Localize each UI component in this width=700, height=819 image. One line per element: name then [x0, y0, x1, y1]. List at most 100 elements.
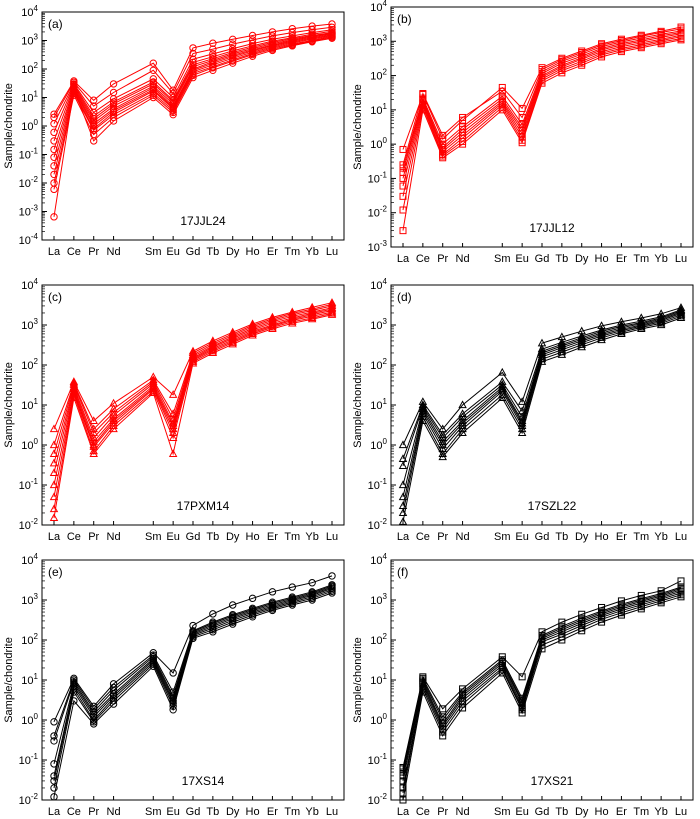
data-point [228, 327, 237, 336]
x-tick-label: Er [267, 246, 278, 258]
data-point [327, 298, 337, 306]
data-point [308, 22, 316, 30]
data-point [578, 610, 586, 618]
y-axis-label: Sample/chondrite [352, 362, 364, 448]
y-tick-label: 10-2 [19, 517, 39, 532]
data-point [617, 37, 625, 45]
data-point [439, 135, 447, 143]
series-line [402, 596, 682, 801]
panel-d: 10-2 10-1 100 101 102 103 104 La Ce Pr Nd Sm Eu Gd Tb D… [352, 277, 694, 543]
x-tick-label: Ce [416, 531, 430, 543]
data-point [89, 424, 98, 433]
y-tick-label: 10-4 [19, 232, 39, 247]
data-point [90, 130, 98, 139]
data-point [657, 29, 665, 37]
data-point [498, 367, 507, 376]
x-tick-label: La [48, 806, 61, 818]
data-point [288, 28, 296, 37]
x-tick-label: Eu [515, 806, 528, 818]
data-point [617, 317, 626, 325]
data-point [399, 161, 407, 169]
data-point [398, 440, 408, 449]
x-tick-label: Pr [88, 806, 99, 818]
data-point [89, 416, 98, 425]
data-point [229, 40, 237, 48]
data-point [49, 440, 59, 449]
x-tick-label: Sm [494, 806, 511, 818]
x-tick-label: Pr [88, 531, 99, 543]
data-point [307, 302, 317, 311]
y-tick-label: 104 [370, 0, 387, 14]
series-line [402, 36, 682, 197]
x-tick-label: Er [267, 806, 278, 818]
data-point [538, 66, 546, 74]
data-point [248, 594, 257, 603]
data-point [657, 587, 665, 595]
data-point [169, 86, 177, 94]
y-tick-label: 100 [21, 118, 38, 133]
y-tick-label: 10-1 [19, 147, 39, 162]
x-tick-label: Ho [246, 246, 260, 258]
data-point [399, 777, 407, 785]
data-point [189, 63, 197, 71]
x-tick-label: Pr [437, 531, 448, 543]
y-tick-label: 102 [21, 632, 38, 647]
data-point [149, 75, 157, 83]
data-point [70, 674, 78, 683]
data-point [399, 763, 407, 771]
y-tick-label: 10-3 [19, 204, 39, 219]
y-tick-label: 10-1 [368, 477, 388, 492]
x-tick-label: Gd [186, 531, 201, 543]
data-point [438, 444, 447, 452]
data-point [307, 304, 317, 313]
x-tick-label: Tm [633, 806, 649, 818]
data-point [418, 397, 428, 405]
data-point [89, 446, 98, 455]
data-point [439, 732, 447, 740]
data-point [50, 784, 58, 792]
panel-label: (c) [48, 290, 62, 304]
y-tick-label: 103 [370, 592, 387, 607]
data-point [109, 80, 118, 88]
data-point [49, 513, 59, 522]
data-point [398, 480, 408, 489]
x-tick-label: Pr [437, 806, 448, 818]
data-point [518, 694, 526, 702]
data-point [49, 480, 59, 489]
data-point [168, 414, 178, 422]
x-tick-label: Tm [633, 253, 649, 265]
data-point [517, 416, 527, 425]
data-point [109, 398, 118, 407]
data-point [577, 333, 586, 341]
data-point [399, 206, 407, 214]
data-point [109, 88, 118, 97]
panel-label: (d) [397, 290, 412, 304]
y-axis-label: Sample/chondrite [352, 637, 364, 723]
data-point [50, 777, 58, 785]
data-point [50, 732, 58, 740]
x-tick-label: Dy [226, 531, 240, 543]
data-point [50, 718, 58, 726]
series-line [53, 310, 333, 486]
series-line [402, 594, 682, 794]
y-tick-label: 10-2 [368, 792, 388, 807]
data-point [439, 131, 447, 139]
data-point [557, 339, 567, 348]
series-line [53, 587, 333, 777]
data-point [498, 653, 506, 661]
y-tick-label: 102 [21, 357, 38, 372]
data-point [398, 461, 408, 470]
y-tick-label: 104 [370, 552, 387, 567]
x-tick-label: La [48, 246, 61, 258]
data-point [209, 54, 217, 63]
data-point [439, 705, 447, 713]
data-point [439, 140, 447, 148]
data-point [50, 760, 58, 768]
data-point [109, 404, 118, 412]
x-tick-label: Ce [416, 253, 430, 265]
data-point [598, 603, 606, 611]
data-point [268, 598, 277, 606]
panel-c: 10-2 10-1 100 101 102 103 104 La Ce Pr Nd Sm Eu Gd Tb D… [3, 277, 345, 543]
series-line [402, 312, 682, 498]
data-point [637, 591, 645, 599]
